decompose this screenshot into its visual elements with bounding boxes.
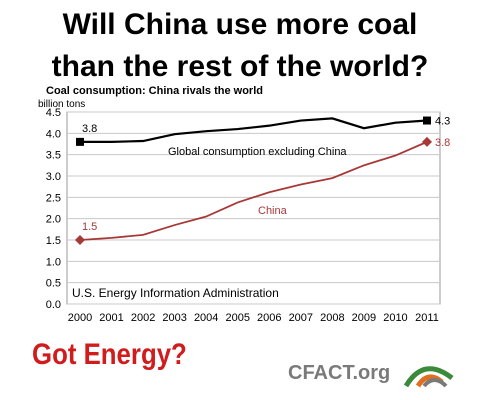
x-tick-label: 2005 (225, 312, 249, 324)
x-tick-label: 2002 (131, 312, 155, 324)
chart-title: Coal consumption: China rivals the world (46, 85, 263, 97)
y-tick-label: 0.5 (46, 278, 61, 290)
got-energy-slogan: Got Energy? (32, 338, 187, 371)
headline-line-2: than the rest of the world? (51, 50, 429, 83)
series-line (80, 117, 428, 143)
headline-line-1: Will China use more coal (62, 8, 418, 41)
y-tick-label: 1.5 (46, 235, 61, 247)
data-point (422, 136, 432, 147)
y-tick-label: 4.0 (46, 128, 61, 140)
series-label-global: Global consumption excluding China (168, 146, 347, 158)
x-tick-label: 2001 (99, 312, 123, 324)
x-tick-label: 2011 (415, 312, 439, 324)
data-point (423, 116, 431, 125)
y-tick-label: 3.0 (46, 171, 61, 183)
data-label-start: 3.8 (82, 123, 97, 135)
y-tick-label: 0.0 (46, 299, 61, 311)
data-label-end: 4.3 (435, 116, 450, 128)
series-label-china: China (258, 205, 288, 217)
x-tick-label: 2009 (352, 312, 376, 324)
cfact-brand: CFACT.org (288, 362, 391, 384)
plot-area (66, 111, 441, 305)
data-label-start: 1.5 (82, 221, 97, 233)
x-tick-label: 2004 (194, 312, 218, 324)
y-tick-label: 3.5 (46, 150, 61, 162)
source-note: U.S. Energy Information Administration (72, 286, 279, 300)
x-tick-label: 2010 (383, 312, 407, 324)
data-label-end: 3.8 (435, 137, 450, 149)
y-tick-label: 2.5 (46, 192, 61, 204)
data-point (75, 235, 85, 245)
x-tick-label: 2003 (162, 312, 186, 324)
x-tick-label: 2006 (257, 312, 281, 324)
unit-label: billion tons (38, 99, 86, 110)
y-tick-label: 4.5 (46, 107, 61, 119)
y-tick-label: 2.0 (46, 214, 61, 226)
data-point (76, 137, 84, 146)
series-line (79, 141, 428, 241)
y-tick-label: 1.0 (46, 256, 61, 268)
x-tick-label: 2008 (320, 312, 344, 324)
x-tick-label: 2000 (68, 312, 92, 324)
x-tick-label: 2007 (289, 312, 313, 324)
cfact-arch-logo-icon (404, 366, 454, 388)
